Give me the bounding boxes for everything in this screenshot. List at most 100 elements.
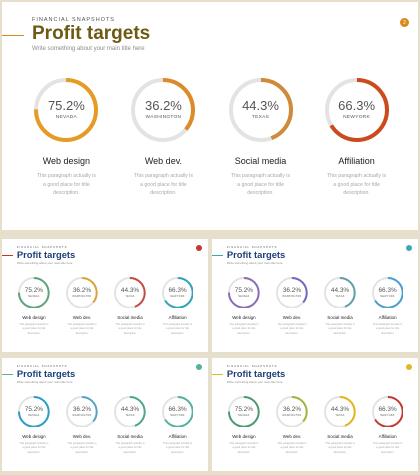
progress-ring: 66.3% NEWYORK (371, 395, 404, 428)
ring-percent-value: 75.2% (234, 405, 253, 413)
progress-ring: 44.3% TEXAS (114, 395, 146, 428)
slide-subtitle: Write something about your main title he… (226, 379, 283, 384)
progress-ring-graphic (324, 276, 356, 309)
category-description: This paragraph actually is a good place … (19, 442, 49, 454)
ring-city-label: WASHINGTON (282, 413, 302, 417)
page-number-badge: 2 (400, 18, 409, 27)
ring-progress-arc (324, 78, 389, 142)
ring-progress-arc (228, 276, 260, 309)
category-label: Affiliation (168, 434, 187, 440)
ring-percent-value: 36.2% (72, 405, 92, 413)
progress-ring: 44.3% TEXAS (324, 276, 356, 309)
category-description: This paragraph actually is a good place … (229, 323, 259, 335)
progress-ring-graphic (228, 395, 260, 428)
category-description: This paragraph actually is a good place … (162, 323, 193, 335)
slide-subtitle: Write something about your main title he… (16, 379, 73, 384)
slide-title: Profit targets (16, 368, 76, 380)
slide-subtitle: Write something about your main title he… (16, 260, 73, 265)
ring-city-label: NEVADA (238, 294, 250, 298)
progress-ring-graphic (18, 276, 50, 309)
progress-ring-graphic (34, 78, 99, 142)
category-label: Web design (22, 434, 46, 440)
ring-progress-arc (371, 395, 404, 428)
ring-percent-value: 66.3% (378, 286, 397, 294)
progress-ring: 36.2% WASHINGTON (66, 395, 98, 428)
ring-progress-arc (371, 276, 404, 309)
slide-title: Profit targets (226, 249, 286, 261)
category-description: This paragraph actually is a good place … (19, 323, 49, 335)
category-description: This paragraph actually is a good place … (230, 173, 291, 196)
ring-city-label: TEXAS (125, 294, 135, 298)
ring-progress-arc (161, 395, 194, 428)
category-description: This paragraph actually is a good place … (133, 173, 193, 196)
slide-subtitle: Write something about your main title he… (226, 260, 283, 265)
ring-percent-value: 66.3% (168, 286, 187, 294)
progress-ring: 36.2% WASHINGTON (276, 276, 308, 309)
title-accent-rule (2, 255, 13, 257)
ring-percent-value: 75.2% (47, 98, 85, 113)
slide-kicker: FINANCIAL SNAPSHOTS (226, 246, 278, 250)
slide-accent-dot (196, 364, 202, 370)
slide-kicker: FINANCIAL SNAPSHOTS (32, 17, 115, 23)
ring-city-label: NEVADA (28, 294, 40, 298)
thumbnail-slide[interactable]: FINANCIAL SNAPSHOTS Profit targets Write s… (212, 358, 418, 471)
progress-ring: 66.3% NEWYORK (161, 395, 194, 428)
progress-ring-graphic (66, 395, 98, 428)
ring-city-label: TEXAS (335, 413, 345, 417)
ring-progress-arc (161, 276, 194, 309)
slide-accent-dot (196, 245, 202, 251)
title-accent-rule (212, 374, 223, 376)
category-description: This paragraph actually is a good place … (327, 173, 387, 196)
category-label: Web dev. (282, 315, 302, 321)
thumbnail-slide[interactable]: FINANCIAL SNAPSHOTS Profit targets Write s… (212, 239, 418, 352)
ring-city-label: NEVADA (238, 413, 250, 417)
progress-ring-graphic (114, 276, 146, 309)
ring-progress-arc (114, 395, 146, 428)
title-accent-rule (2, 35, 24, 36)
ring-city-label: NEWYORK (170, 413, 185, 417)
category-description: This paragraph actually is a good place … (67, 323, 97, 335)
progress-ring-graphic (131, 78, 196, 142)
progress-ring-graphic (276, 276, 308, 309)
category-label: Affiliation (378, 315, 397, 321)
progress-ring-graphic (18, 395, 50, 428)
progress-ring-graphic (228, 78, 293, 142)
ring-percent-value: 36.2% (282, 286, 302, 294)
category-label: Affiliation (338, 156, 375, 166)
ring-progress-arc (228, 395, 260, 428)
ring-percent-value: 44.3% (120, 286, 140, 294)
slide-kicker: FINANCIAL SNAPSHOTS (16, 365, 68, 369)
progress-ring: 66.3% NEWYORK (161, 276, 194, 309)
progress-ring: 36.2% WASHINGTON (276, 395, 308, 428)
progress-ring-graphic (324, 78, 389, 142)
progress-ring-graphic (66, 276, 98, 309)
slide-accent-dot (406, 245, 412, 251)
ring-city-label: NEWYORK (380, 413, 395, 417)
ring-percent-value: 75.2% (234, 286, 253, 294)
ring-city-label: WASHINGTON (282, 294, 302, 298)
ring-percent-value: 66.3% (338, 98, 376, 113)
ring-city-label: NEWYORK (170, 294, 185, 298)
progress-ring: 44.3% TEXAS (324, 395, 356, 428)
category-label: Web dev. (72, 315, 92, 321)
thumbnail-slide[interactable]: FINANCIAL SNAPSHOTS Profit targets Write s… (2, 239, 208, 352)
category-description: This paragraph actually is a good place … (115, 442, 145, 454)
progress-ring: 75.2% NEVADA (228, 276, 260, 309)
progress-ring: 36.2% WASHINGTON (131, 78, 196, 142)
progress-ring: 44.3% TEXAS (114, 276, 146, 309)
category-label: Web design (42, 156, 91, 166)
progress-ring: 75.2% NEVADA (18, 395, 50, 428)
category-description: This paragraph actually is a good place … (36, 173, 96, 196)
slide-subtitle: Write something about your main title he… (32, 46, 145, 52)
ring-progress-arc (324, 276, 356, 309)
category-description: This paragraph actually is a good place … (229, 442, 259, 454)
progress-ring-graphic (161, 395, 194, 428)
category-description: This paragraph actually is a good place … (277, 442, 307, 454)
slide-title: Profit targets (16, 249, 76, 261)
progress-ring: 75.2% NEVADA (18, 276, 50, 309)
ring-city-label: NEVADA (55, 115, 77, 120)
progress-ring-graphic (276, 395, 308, 428)
ring-progress-arc (276, 276, 308, 309)
thumbnail-slide[interactable]: FINANCIAL SNAPSHOTS Profit targets Write s… (2, 358, 208, 471)
ring-percent-value: 36.2% (145, 98, 182, 113)
